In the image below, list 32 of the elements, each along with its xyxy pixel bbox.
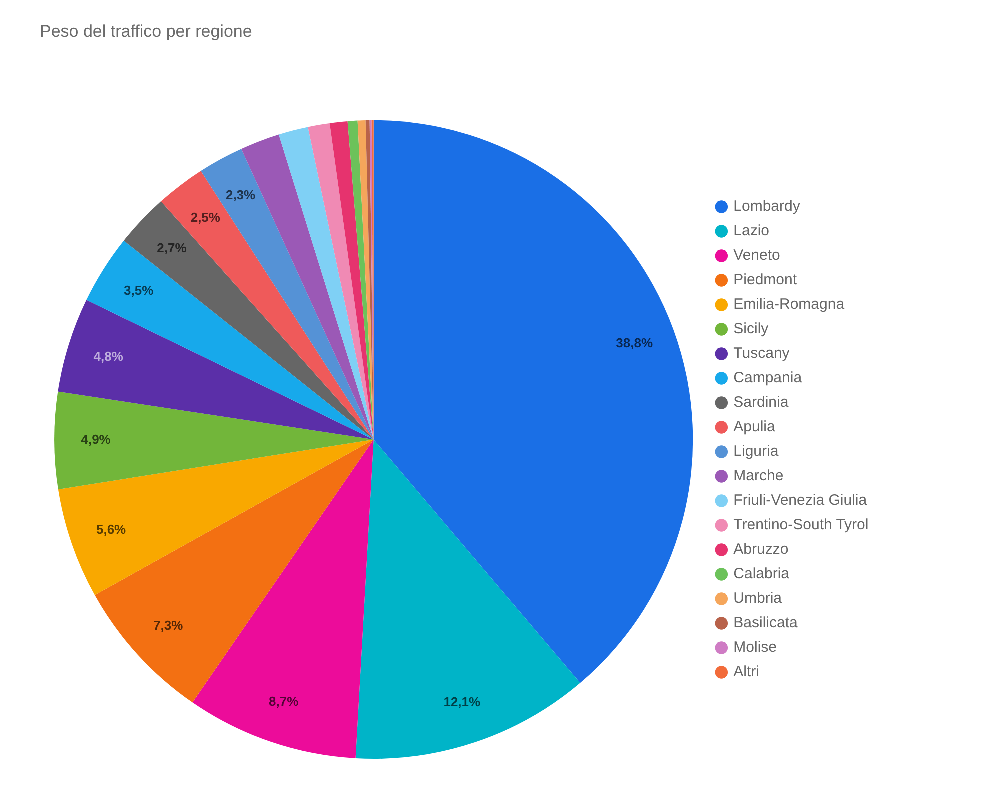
data-label: 4,8% [94,348,124,364]
data-label: 2,3% [226,187,256,202]
data-label: 8,7% [269,694,300,710]
data-label: 38,8% [616,336,654,351]
legend-label: Umbria [734,590,783,608]
legend-label: Emilia-Romagna [734,296,846,314]
legend-label: Apulia [734,418,776,436]
data-label: 3,5% [124,283,154,298]
data-label: 12,1% [444,694,482,710]
data-label: 4,9% [81,432,112,448]
legend-label: Molise [734,639,778,656]
legend-label: Basilicata [734,614,799,632]
legend-label: Piedmont [734,272,798,289]
legend-label: Liguria [734,443,780,460]
legend-label: Campania [734,370,803,387]
legend-label: Altri [734,664,760,681]
legend-label: Sardinia [734,394,790,412]
legend-label: Lazio [734,222,770,240]
legend-label: Marche [734,468,784,485]
data-label: 2,5% [190,210,221,226]
data-label: 2,7% [157,240,188,256]
legend-label: Trentino-South Tyrol [734,516,869,534]
legend-label: Abruzzo [734,541,789,558]
data-label: 5,6% [96,522,127,538]
legend-label: Sicily [734,320,770,338]
data-label: 7,3% [154,618,184,634]
legend-label: Friuli-Venezia Giulia [734,492,868,510]
legend-label: Lombardy [734,198,801,216]
chart-title: Peso del traffico per regione [40,22,252,41]
legend-label: Tuscany [734,345,790,362]
legend-label: Calabria [734,566,790,583]
legend-label: Veneto [734,247,780,264]
